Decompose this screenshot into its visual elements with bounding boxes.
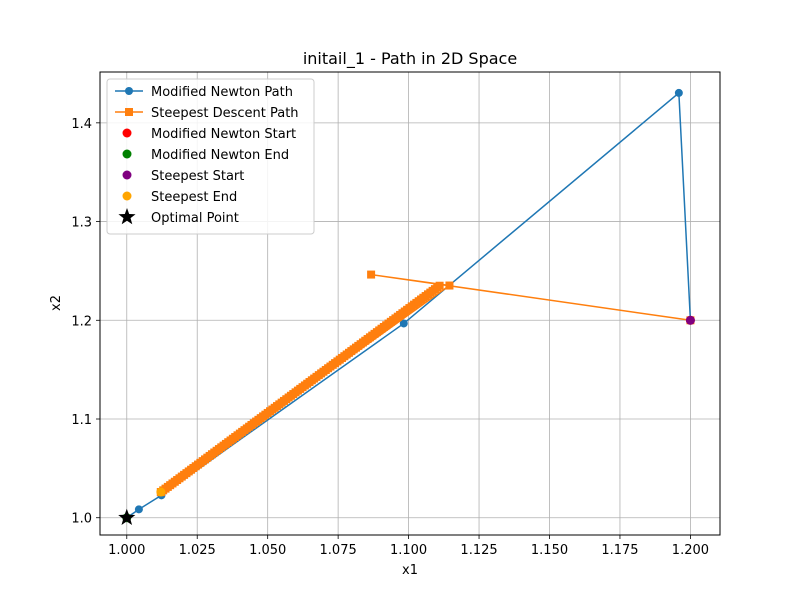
x-tick-label: 1.200 (672, 543, 709, 558)
x-tick-label: 1.075 (320, 543, 357, 558)
modified-newton-path-marker (399, 319, 408, 328)
legend-marker-steepest-start (122, 170, 132, 180)
y-tick-label: 1.2 (71, 314, 92, 329)
modified-newton-path-marker (134, 505, 143, 514)
steepest-descent-path-marker (445, 281, 454, 290)
legend-label-modified-newton-end: Modified Newton End (151, 148, 289, 163)
y-tick-label: 1.0 (71, 512, 92, 527)
x-tick-label: 1.100 (390, 543, 427, 558)
optimal-point-star (118, 508, 136, 526)
legend-box (106, 78, 315, 235)
y-tick-label: 1.4 (71, 117, 92, 132)
x-axis-label: x1 (402, 563, 418, 578)
legend-marker-modified-newton-end (122, 149, 132, 159)
legend-marker-optimal-point (118, 208, 136, 225)
y-axis-label: x2 (49, 295, 64, 311)
steepest-descent-path-dense-marker (435, 281, 444, 290)
legend-label-optimal-point: Optimal Point (151, 211, 239, 226)
data-layer (118, 88, 695, 526)
x-tick-label: 1.025 (179, 543, 216, 558)
y-tick-label: 1.1 (71, 413, 92, 428)
plot-frame (99, 71, 721, 536)
steepest-start-point (685, 315, 695, 325)
x-tick-label: 1.050 (249, 543, 286, 558)
legend-marker-modified-newton-path (125, 87, 133, 95)
legend-marker-modified-newton-start (122, 128, 132, 138)
x-tick-label: 1.150 (531, 543, 568, 558)
x-tick-label: 1.125 (460, 543, 497, 558)
steepest-descent-path-line (160, 273, 691, 493)
legend: Modified Newton Path Steepest Descent Pat… (106, 78, 315, 235)
legend-marker-steepest-descent-path (125, 108, 133, 116)
legend-label-modified-newton-start: Modified Newton Start (151, 127, 296, 142)
steepest-end-point (156, 487, 166, 497)
legend-label-steepest-descent-path: Steepest Descent Path (151, 106, 299, 121)
legend-label-modified-newton-path: Modified Newton Path (151, 85, 293, 100)
legend-label-steepest-end: Steepest End (151, 190, 237, 205)
x-tick-label: 1.000 (108, 543, 145, 558)
steepest-descent-path-marker (367, 270, 376, 279)
y-tick-label: 1.3 (71, 216, 92, 231)
x-tick-label: 1.175 (601, 543, 638, 558)
legend-label-steepest-start: Steepest Start (151, 169, 244, 184)
modified-newton-path-marker (674, 88, 683, 97)
axis-ticks: 1.000 1.025 1.050 1.075 1.100 1.125 1.150 1.175… (71, 117, 709, 558)
legend-marker-steepest-end (122, 191, 132, 201)
chart-title: initail_1 - Path in 2D Space (303, 49, 517, 69)
